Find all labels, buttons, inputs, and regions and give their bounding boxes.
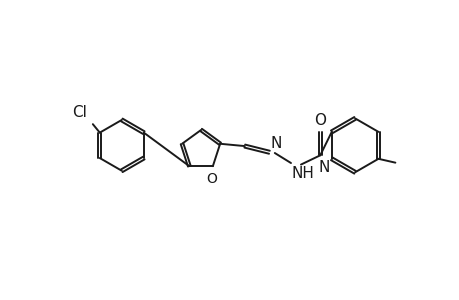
Text: O: O (206, 172, 217, 185)
Text: N: N (269, 136, 281, 151)
Text: Cl: Cl (73, 105, 87, 120)
Text: O: O (313, 112, 325, 128)
Text: N: N (317, 160, 329, 175)
Text: NH: NH (291, 166, 314, 181)
